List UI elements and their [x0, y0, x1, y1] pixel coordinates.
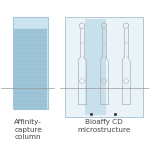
Text: Bioaffy CD
microstructure: Bioaffy CD microstructure [77, 119, 131, 133]
Text: Affinity-
capture
column: Affinity- capture column [14, 119, 42, 140]
Bar [65, 17, 143, 117]
Bar [13, 17, 48, 109]
Bar [85, 19, 106, 115]
Bar [14, 29, 47, 109]
